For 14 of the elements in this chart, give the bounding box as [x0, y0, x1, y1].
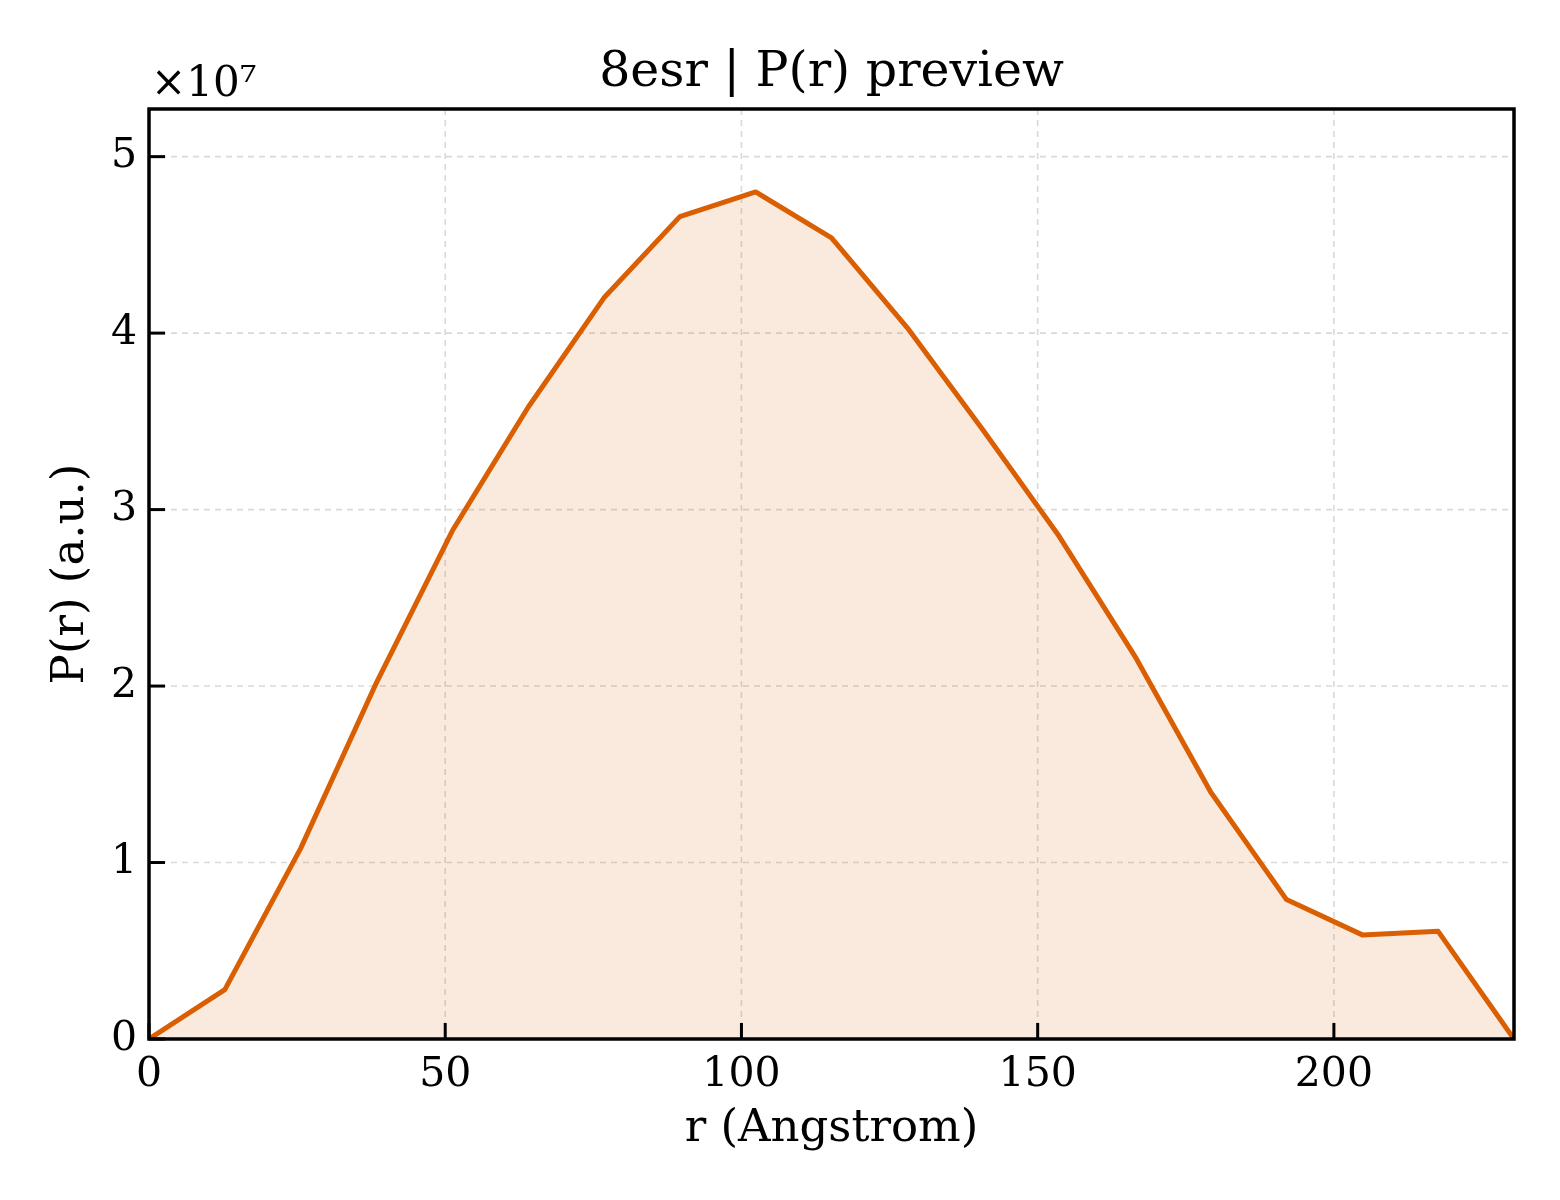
- y-tick-label: 5: [110, 129, 137, 178]
- x-tick-label: 200: [1294, 1048, 1374, 1097]
- chart-title: 8esr | P(r) preview: [599, 41, 1064, 98]
- x-tick-label: 50: [419, 1048, 472, 1097]
- y-axis-title: P(r) (a.u.): [40, 463, 94, 685]
- y-tick-label: 4: [110, 305, 137, 354]
- x-tick-label: 100: [702, 1048, 781, 1097]
- x-axis-title: r (Angstrom): [684, 1098, 979, 1152]
- y-tick-label: 2: [110, 658, 137, 707]
- y-tick-label: 0: [110, 1011, 137, 1060]
- text: ×10⁷: [151, 57, 257, 106]
- y-tick-label: 3: [110, 482, 137, 531]
- y-tick-label: 1: [110, 835, 137, 884]
- x-tick-label: 150: [998, 1048, 1077, 1097]
